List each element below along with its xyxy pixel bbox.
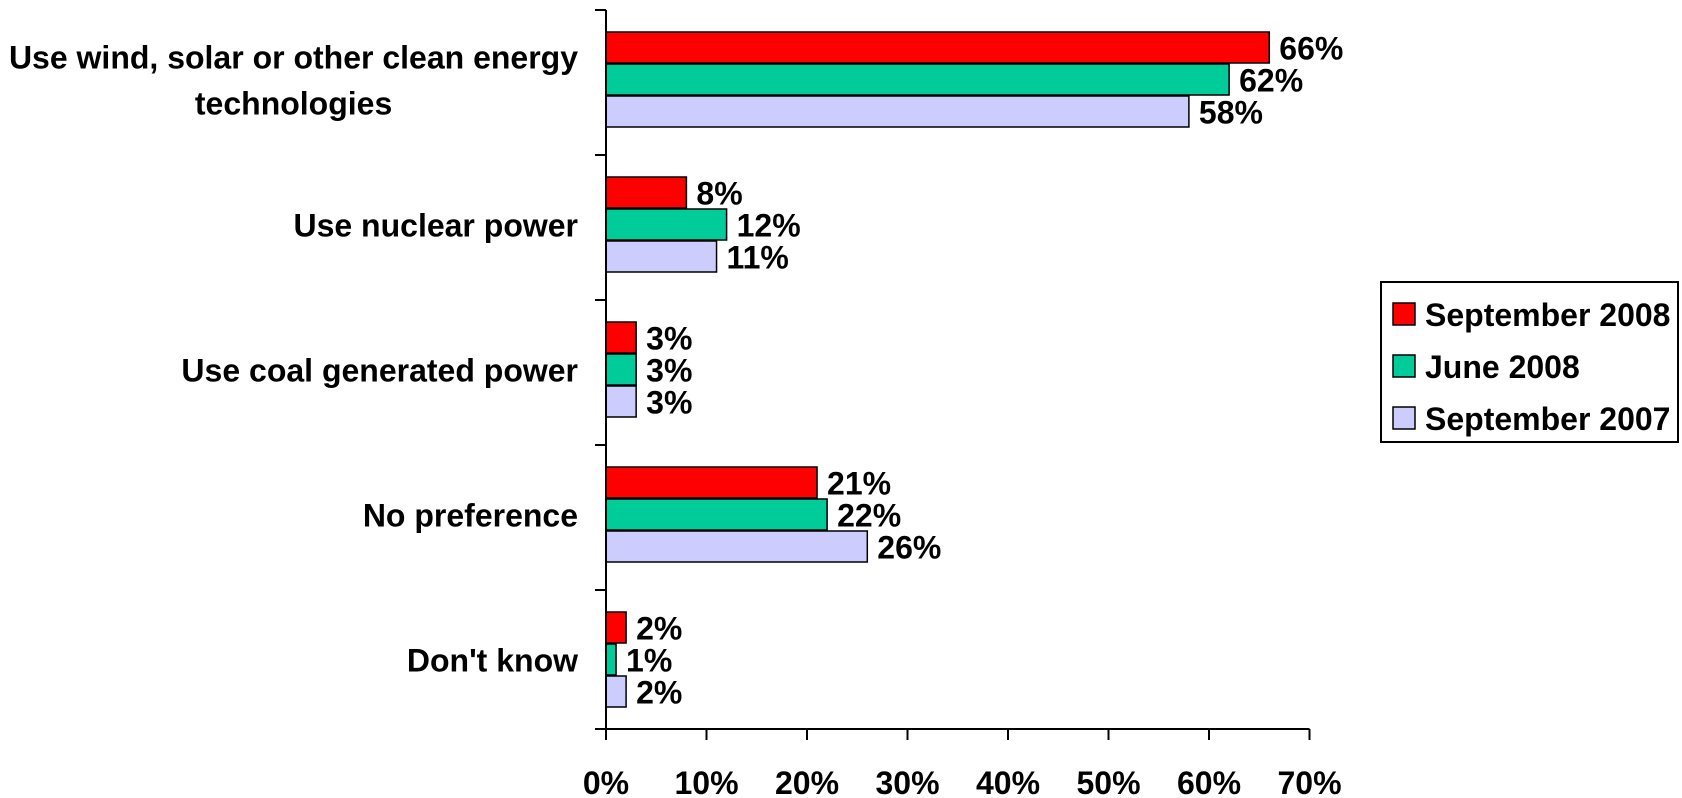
category-labels: Use wind, solar or other clean energy tec… [9,40,578,679]
legend-swatch-2 [1392,406,1416,430]
bar-0-2 [605,95,1190,128]
x-tick-label-6: 60% [1177,765,1241,798]
bar-4-2 [605,675,627,708]
data-label-1-0: 8% [696,176,742,212]
legend-swatch-1 [1392,354,1416,378]
data-label-4-2: 2% [636,675,682,711]
bar-0-0 [605,31,1271,64]
data-label-4-0: 2% [636,611,682,647]
legend-box [1380,281,1679,443]
data-label-2-0: 3% [646,321,692,357]
bar-1-0 [605,176,688,209]
x-tick-label-2: 20% [775,765,839,798]
x-tick-label-5: 50% [1076,765,1140,798]
x-tick-label-7: 70% [1277,765,1341,798]
category-label-1-0: Use nuclear power [293,208,578,244]
bar-1-2 [605,240,718,273]
data-label-1-2: 11% [727,240,789,276]
category-label-0-0: Use wind, solar or other clean energy [9,40,578,76]
legend-label-0: September 2008 [1425,297,1670,333]
bar-3-2 [605,530,869,563]
data-label-3-0: 21% [827,466,891,502]
bar-0-1 [605,63,1230,96]
x-tick-label-0: 0% [583,765,629,798]
category-label-2-0: Use coal generated power [181,353,578,389]
bar-2-1 [605,353,637,386]
x-tick-label-4: 40% [976,765,1040,798]
legend-swatch-0 [1392,302,1416,326]
bar-1-1 [605,208,728,241]
x-tick-label-3: 30% [875,765,939,798]
data-label-4-1: 1% [626,643,672,679]
axes [595,9,1311,740]
data-label-2-1: 3% [646,353,692,389]
legend: September 2008 June 2008 September 2007 [1380,281,1679,443]
x-tick-label-1: 10% [674,765,738,798]
data-label-0-1: 62% [1239,63,1303,99]
x-tick-labels: 0% 10% 20% 30% 40% 50% 60% 70% [583,765,1342,798]
data-labels: 66%62%58%8%12%11%3%3%3%21%22%26%2%1%2% [626,31,1343,711]
legend-label-2: September 2007 [1425,401,1670,437]
data-label-3-2: 26% [877,530,941,566]
bar-3-1 [605,498,828,531]
category-label-4-0: Don't know [407,643,578,679]
category-label-3-0: No preference [363,498,578,534]
bar-4-1 [605,643,617,676]
data-label-0-0: 66% [1279,31,1343,67]
bar-4-0 [605,611,627,644]
legend-label-1: June 2008 [1425,349,1580,385]
bar-2-2 [605,385,637,418]
category-label-0-1: technologies [195,86,392,122]
bar-2-0 [605,321,637,354]
data-label-0-2: 58% [1199,95,1263,131]
bar-3-0 [605,466,818,499]
data-label-3-1: 22% [837,498,901,534]
data-label-2-2: 3% [646,385,692,421]
bars [605,31,1271,708]
data-label-1-1: 12% [737,208,801,244]
